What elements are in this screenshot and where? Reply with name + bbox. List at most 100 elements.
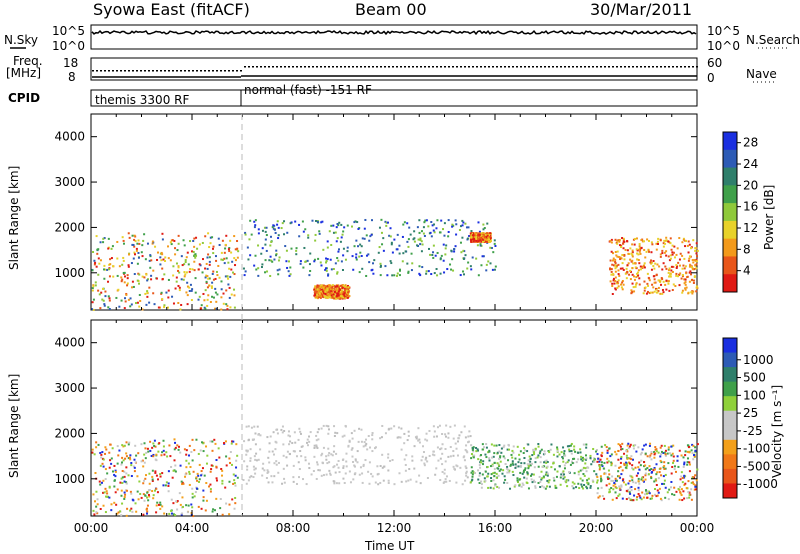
echo-cell bbox=[384, 220, 387, 223]
echo-cell bbox=[175, 280, 178, 283]
echo-cell bbox=[653, 451, 656, 454]
echo-cell bbox=[381, 466, 384, 469]
echo-cell bbox=[133, 234, 136, 237]
echo-cell bbox=[122, 256, 125, 259]
echo-cell bbox=[638, 245, 641, 248]
echo-cell bbox=[469, 232, 472, 235]
echo-cell bbox=[143, 461, 146, 464]
echo-cell bbox=[659, 459, 662, 462]
echo-cell bbox=[316, 288, 319, 291]
echo-cell bbox=[484, 479, 487, 482]
echo-cell bbox=[682, 490, 685, 493]
echo-cell bbox=[384, 432, 387, 435]
echo-cell bbox=[190, 289, 193, 292]
echo-cell bbox=[212, 296, 215, 299]
echo-cell bbox=[332, 293, 335, 296]
echo-cell bbox=[617, 494, 620, 497]
echo-cell bbox=[472, 450, 475, 453]
echo-cell bbox=[200, 304, 203, 307]
echo-cell bbox=[643, 461, 646, 464]
echo-cell bbox=[493, 242, 496, 245]
echo-cell bbox=[685, 272, 688, 275]
echo-cell bbox=[644, 286, 647, 289]
freq-point bbox=[180, 70, 182, 72]
echo-cell bbox=[199, 449, 202, 452]
echo-cell bbox=[563, 452, 566, 455]
echo-cell bbox=[377, 483, 380, 486]
echo-cell bbox=[688, 461, 691, 464]
echo-cell bbox=[338, 248, 341, 251]
echo-cell bbox=[215, 270, 218, 273]
echo-cell bbox=[612, 479, 615, 482]
echo-cell bbox=[389, 227, 392, 230]
echo-cell bbox=[316, 286, 319, 289]
echo-cell bbox=[641, 491, 644, 494]
echo-cell bbox=[614, 270, 617, 273]
echo-cell bbox=[215, 497, 218, 500]
echo-cell bbox=[335, 288, 338, 291]
echo-cell bbox=[499, 455, 502, 458]
echo-cell bbox=[136, 490, 139, 493]
echo-cell bbox=[669, 275, 672, 278]
echo-cell bbox=[287, 434, 290, 437]
echo-cell bbox=[281, 425, 284, 428]
echo-cell bbox=[489, 246, 492, 249]
echo-cell bbox=[209, 236, 212, 239]
echo-cell bbox=[647, 249, 650, 252]
echo-cell bbox=[426, 477, 429, 480]
echo-cell bbox=[498, 457, 501, 460]
echo-cell bbox=[508, 469, 511, 472]
echo-cell bbox=[317, 469, 320, 472]
echo-cell bbox=[562, 460, 565, 463]
echo-cell bbox=[459, 466, 462, 469]
echo-cell bbox=[585, 443, 588, 446]
echo-cell bbox=[358, 271, 361, 274]
echo-cell bbox=[539, 485, 542, 488]
echo-cell bbox=[204, 307, 207, 310]
echo-cell bbox=[152, 292, 155, 295]
echo-cell bbox=[101, 451, 104, 454]
echo-cell bbox=[443, 222, 446, 225]
echo-cell bbox=[692, 458, 695, 461]
echo-cell bbox=[650, 268, 653, 271]
echo-cell bbox=[475, 450, 478, 453]
echo-cell bbox=[691, 476, 694, 479]
echo-cell bbox=[333, 295, 336, 298]
echo-cell bbox=[606, 449, 609, 452]
echo-cell bbox=[470, 236, 473, 239]
echo-cell bbox=[167, 278, 170, 281]
echo-cell bbox=[667, 282, 670, 285]
echo-cell bbox=[329, 294, 332, 297]
echo-cell bbox=[562, 470, 565, 473]
echo-cell bbox=[619, 476, 622, 479]
echo-cell bbox=[621, 237, 624, 240]
echo-cell bbox=[589, 485, 592, 488]
echo-cell bbox=[316, 431, 319, 434]
echo-cell bbox=[304, 456, 307, 459]
echo-cell bbox=[482, 223, 485, 226]
echo-cell bbox=[654, 446, 657, 449]
echo-cell bbox=[418, 231, 421, 234]
echo-cell bbox=[665, 288, 668, 291]
echo-cell bbox=[433, 454, 436, 457]
echo-cell bbox=[604, 472, 607, 475]
echo-cell bbox=[345, 460, 348, 463]
echo-cell bbox=[379, 264, 382, 267]
echo-cell bbox=[496, 467, 499, 470]
echo-cell bbox=[499, 460, 502, 463]
echo-cell bbox=[218, 243, 221, 246]
echo-cell bbox=[254, 224, 257, 227]
freq-point bbox=[500, 66, 502, 68]
echo-cell bbox=[359, 243, 362, 246]
echo-cell bbox=[639, 464, 642, 467]
echo-cell bbox=[371, 434, 374, 437]
echo-cell bbox=[620, 257, 623, 260]
echo-cell bbox=[678, 264, 681, 267]
echo-cell bbox=[672, 251, 675, 254]
echo-cell bbox=[287, 430, 290, 433]
nsearch-tick-top: 10^5 bbox=[707, 24, 740, 38]
echo-cell bbox=[264, 238, 267, 241]
echo-cell bbox=[150, 274, 153, 277]
echo-cell bbox=[477, 458, 480, 461]
freq-point bbox=[336, 66, 338, 68]
